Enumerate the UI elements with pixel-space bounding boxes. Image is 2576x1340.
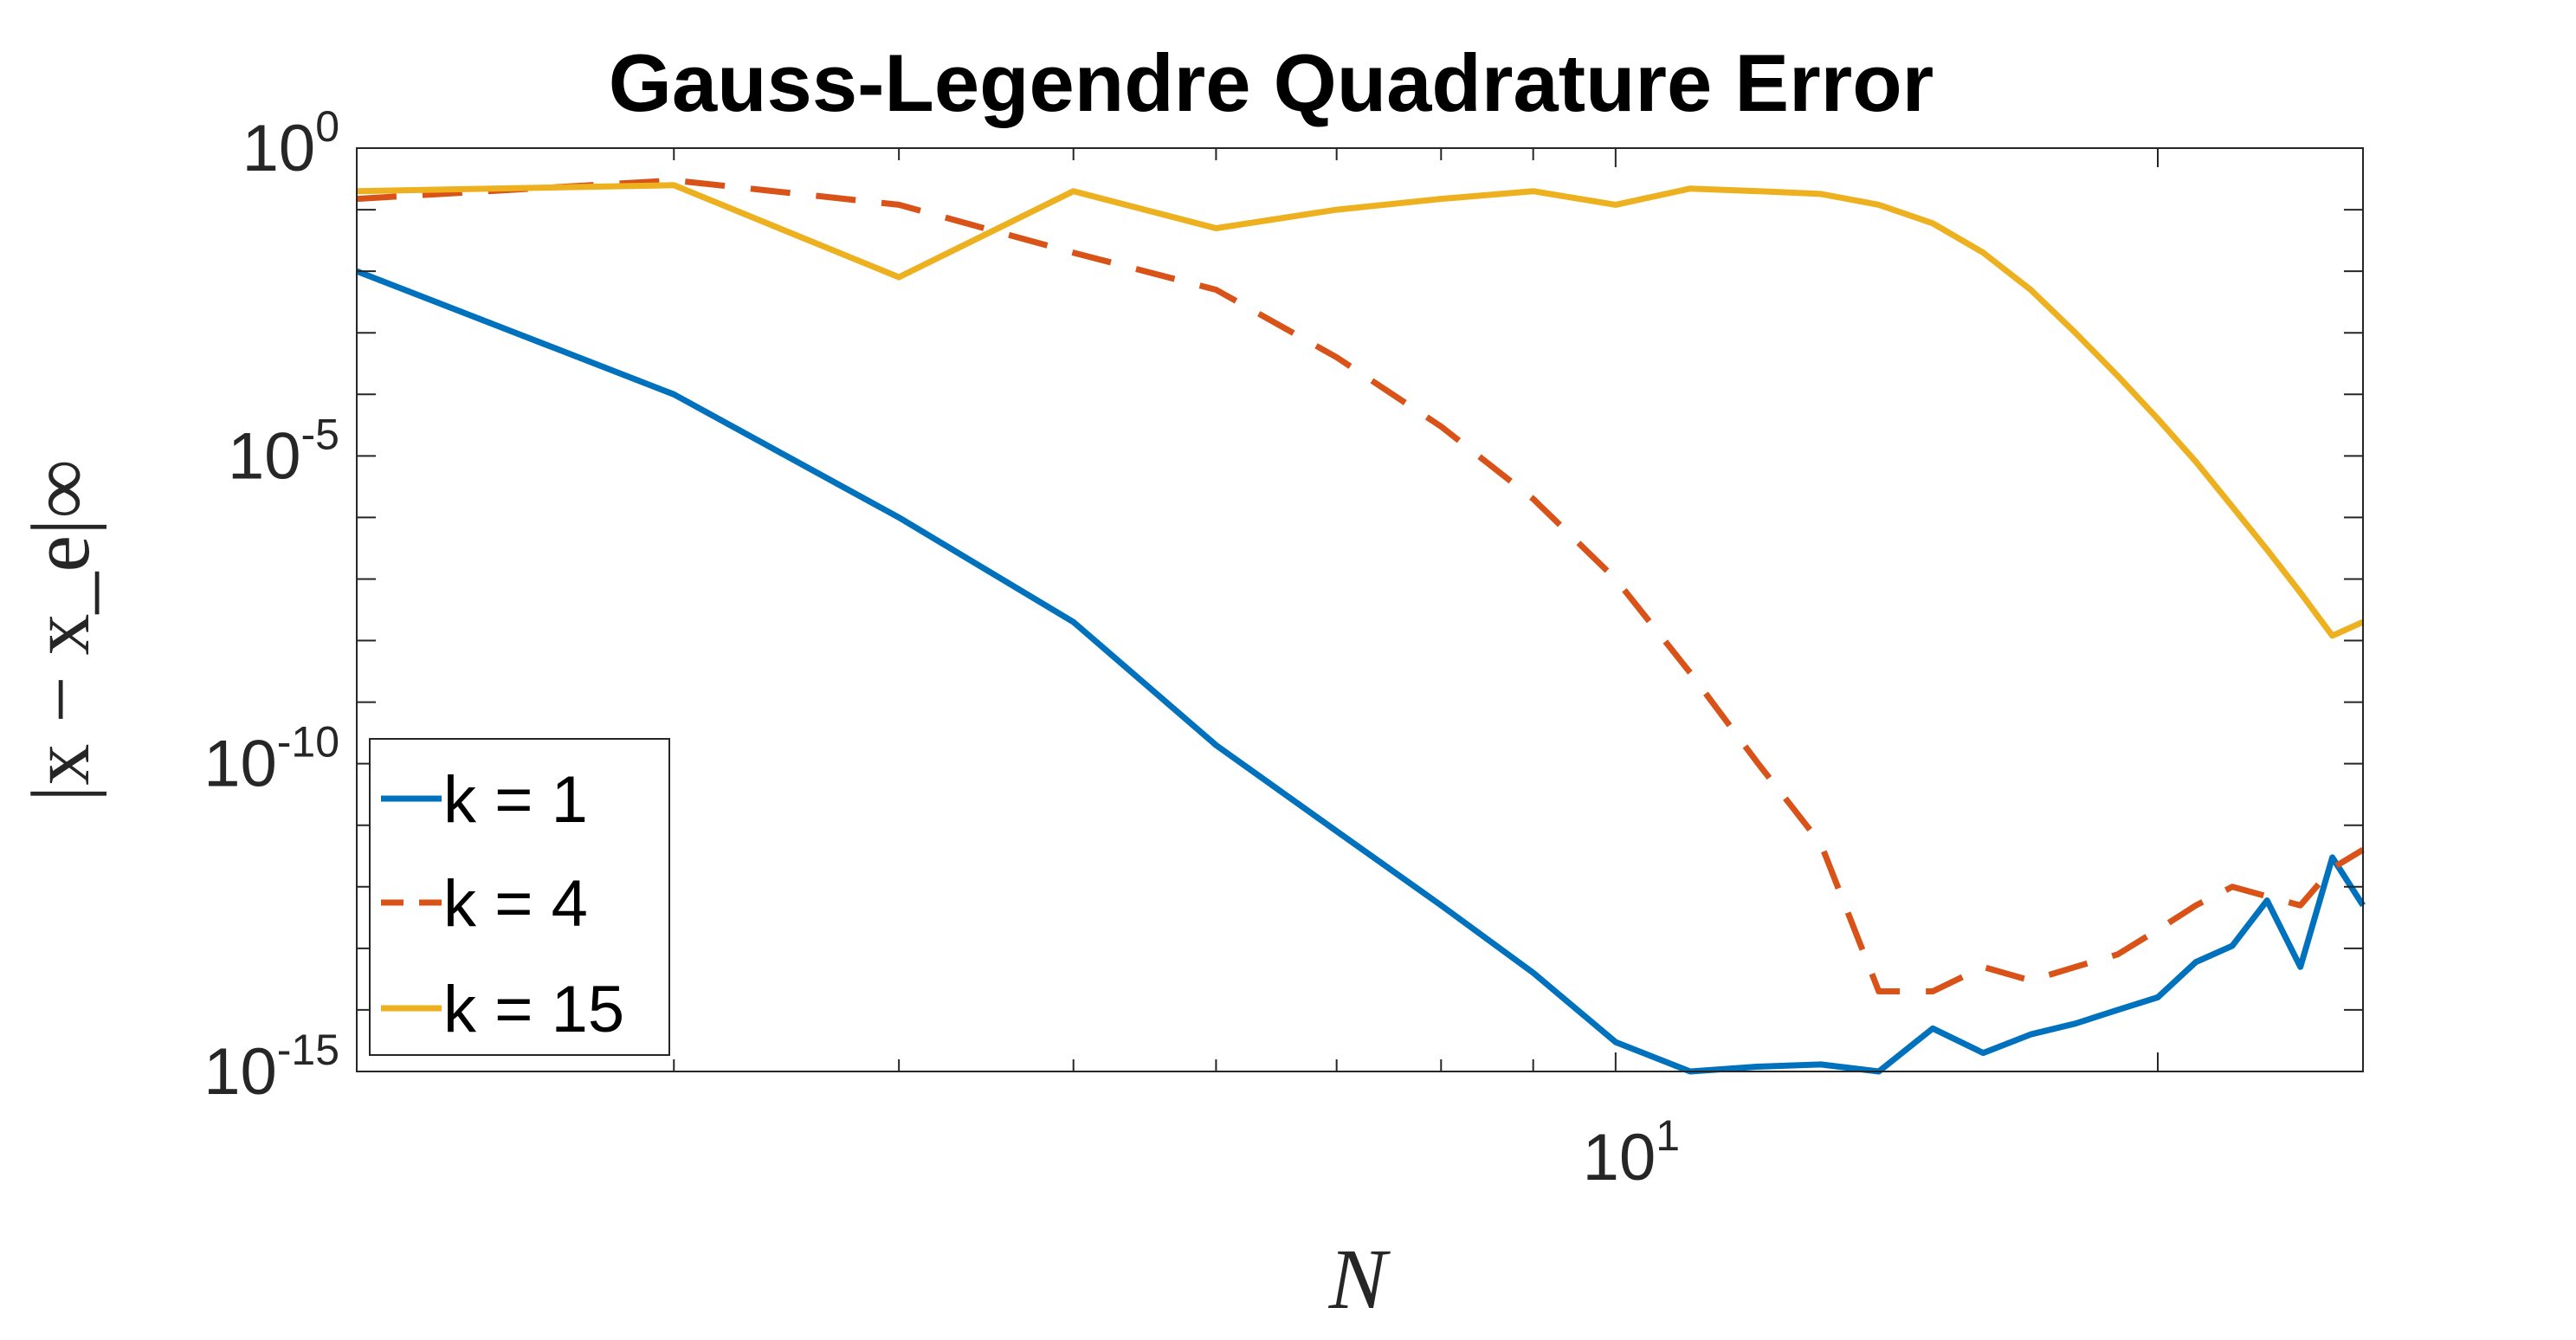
legend-items: k = 1 k = 4 k = 15 [381, 763, 624, 1046]
y-tick-label-base: 10 [203, 728, 277, 801]
y-tick-label-base: 10 [242, 112, 316, 185]
y-tick-label-exponent: -10 [277, 718, 339, 767]
y-tick-label-exponent: -5 [301, 410, 339, 458]
legend: k = 1 k = 4 k = 15 [369, 738, 670, 1056]
y-tick-label-exponent: -15 [277, 1026, 339, 1074]
plot-frame [356, 147, 2364, 1072]
legend-label-3: k = 15 [443, 973, 624, 1046]
legend-label-1: k = 1 [443, 763, 588, 837]
x-tick-label-base: 10 [1583, 1121, 1656, 1194]
x-axis-label: N [1328, 1231, 1391, 1327]
series-line-3 [356, 182, 2365, 639]
y-tick-label: 10-10 [203, 718, 339, 801]
y-tick-label: 10-15 [203, 1026, 339, 1109]
x-tick-label-exponent: 1 [1656, 1111, 1680, 1160]
legend-box [369, 738, 670, 1056]
y-tick-label-base: 10 [228, 419, 301, 493]
plot-background [357, 148, 2363, 1071]
series-line-2 [356, 177, 2365, 994]
y-tick-label: 100 [242, 102, 339, 185]
plot-area [355, 147, 2366, 1075]
y-tick-label-base: 10 [203, 1035, 277, 1109]
y-tick-label: 10-5 [228, 410, 339, 493]
chart-title: Gauss-Legendre Quadrature Error [609, 37, 1934, 128]
x-tick-label: 101 [1583, 1111, 1680, 1194]
legend-label-2: k = 4 [443, 867, 588, 941]
y-tick-label-exponent: 0 [315, 102, 339, 151]
y-axis-label: |x − x_e|∞ [14, 459, 107, 802]
